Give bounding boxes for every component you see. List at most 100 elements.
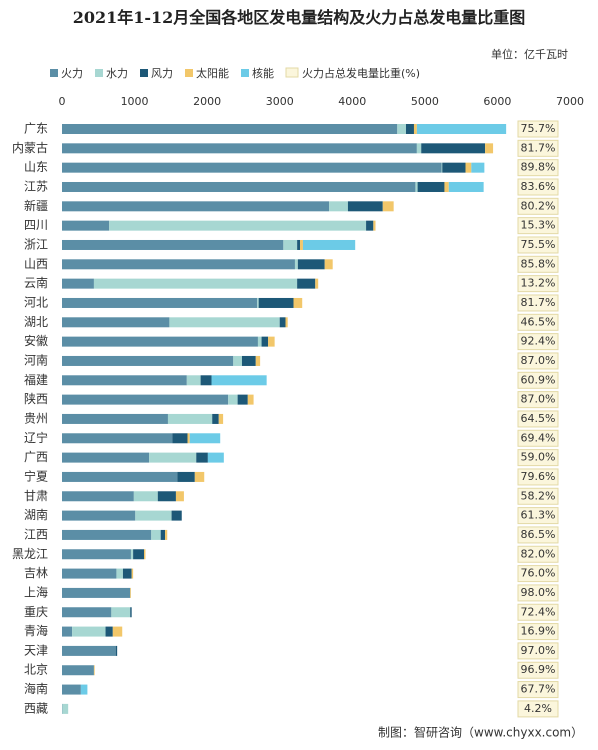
bar-segment <box>285 317 288 328</box>
legend-label: 火力 <box>61 67 83 80</box>
x-tick-label: 2000 <box>193 95 221 108</box>
bar-segment <box>366 220 374 231</box>
bar-segment <box>448 181 484 192</box>
legend-label: 风力 <box>151 67 173 80</box>
ratio-label: 75.5% <box>521 238 556 251</box>
ratio-label: 46.5% <box>521 315 556 328</box>
bar-segment <box>189 433 221 444</box>
bar-segment <box>171 510 182 521</box>
y-tick-label: 广西 <box>24 450 48 464</box>
source: 制图：智研咨询（www.chyxx.com） <box>378 725 583 740</box>
ratio-box <box>517 526 559 544</box>
bar-segment <box>62 375 187 386</box>
y-tick-label: 广东 <box>24 122 48 136</box>
bar-segment <box>116 568 123 579</box>
ratio-box <box>517 449 559 467</box>
bar-segment <box>62 259 295 270</box>
ratio-box <box>517 661 559 679</box>
ratio-box <box>517 565 559 583</box>
ratio-label: 61.3% <box>521 509 556 522</box>
y-tick-label: 海南 <box>24 681 48 696</box>
bar-segment <box>413 124 417 134</box>
bar-segment <box>187 433 190 444</box>
y-tick-label: 辽宁 <box>24 430 48 445</box>
ratio-label: 82.0% <box>521 547 556 560</box>
bar-segment <box>258 297 294 308</box>
y-tick-label: 江苏 <box>24 179 48 193</box>
bar-segment <box>465 162 472 173</box>
ratio-label: 4.2% <box>524 702 552 715</box>
ratio-label: 92.4% <box>521 335 556 348</box>
bar-segment <box>257 297 259 308</box>
y-tick-label: 陕西 <box>24 391 48 406</box>
bar-segment <box>382 201 394 212</box>
bar-segment <box>207 452 224 463</box>
bar-segment <box>324 259 333 270</box>
bar-segment <box>169 317 280 328</box>
x-tick-label: 7000 <box>556 95 584 108</box>
bar-segment <box>62 181 416 192</box>
bar-segment <box>297 239 301 250</box>
bar-segment <box>133 549 145 560</box>
bar-segment <box>62 607 112 618</box>
legend-swatch <box>185 69 193 77</box>
ratio-label: 67.7% <box>521 683 556 696</box>
y-tick-label: 新疆 <box>24 198 48 213</box>
bar-segment <box>115 645 118 656</box>
y-tick-label: 云南 <box>24 275 48 290</box>
bar-segment <box>294 259 298 270</box>
ratio-box <box>517 429 559 447</box>
bar-segment <box>62 665 94 676</box>
bar-segment <box>122 568 132 579</box>
bar-segment <box>62 452 150 463</box>
y-tick-label: 西藏 <box>24 701 48 715</box>
bar-segment <box>93 665 95 676</box>
bar-segment <box>283 239 298 250</box>
ratio-box <box>517 120 559 138</box>
bar-segment <box>167 413 213 424</box>
y-tick-label: 山东 <box>24 160 48 174</box>
legend-label: 火力占总发电量比重(%) <box>302 66 420 80</box>
x-tick-label: 4000 <box>338 95 366 108</box>
ratio-box <box>517 642 559 660</box>
y-tick-label: 黑龙江 <box>12 547 48 561</box>
bar-segment <box>130 549 134 560</box>
bar-segment <box>417 181 445 192</box>
bar-segment <box>105 626 113 637</box>
bar-segment <box>415 181 418 192</box>
ratio-label: 69.4% <box>521 431 556 444</box>
y-tick-label: 上海 <box>24 584 48 599</box>
ratio-box <box>517 217 559 235</box>
bar-segment <box>62 239 284 250</box>
ratio-label: 81.7% <box>521 296 556 309</box>
ratio-box <box>517 139 559 157</box>
ratio-box <box>517 681 559 699</box>
bar-segment <box>130 587 131 598</box>
ratio-box <box>517 178 559 196</box>
legend-swatch <box>140 69 148 77</box>
x-tick-label: 0 <box>59 95 66 108</box>
bar-segment <box>397 124 406 134</box>
ratio-box <box>517 507 559 525</box>
ratio-label: 81.7% <box>521 141 556 154</box>
bar-segment <box>130 607 132 618</box>
bar-segment <box>416 124 507 134</box>
bar-segment <box>228 394 238 405</box>
ratio-label: 72.4% <box>521 605 556 618</box>
bar-segment <box>297 278 316 289</box>
y-tick-label: 浙江 <box>24 237 48 251</box>
bar-segment <box>62 703 69 714</box>
ratio-label: 87.0% <box>521 354 556 367</box>
bar-segment <box>373 220 376 231</box>
bar-segment <box>186 375 201 386</box>
ratio-label: 98.0% <box>521 586 556 599</box>
bar-segment <box>329 201 348 212</box>
ratio-label: 87.0% <box>521 393 556 406</box>
bar-segment <box>165 529 168 540</box>
legend-swatch <box>95 69 103 77</box>
bar-segment <box>300 239 303 250</box>
bar-segment <box>62 394 229 405</box>
bar-segment <box>268 336 275 347</box>
bar-segment <box>416 143 422 154</box>
bar-segment <box>62 549 131 560</box>
